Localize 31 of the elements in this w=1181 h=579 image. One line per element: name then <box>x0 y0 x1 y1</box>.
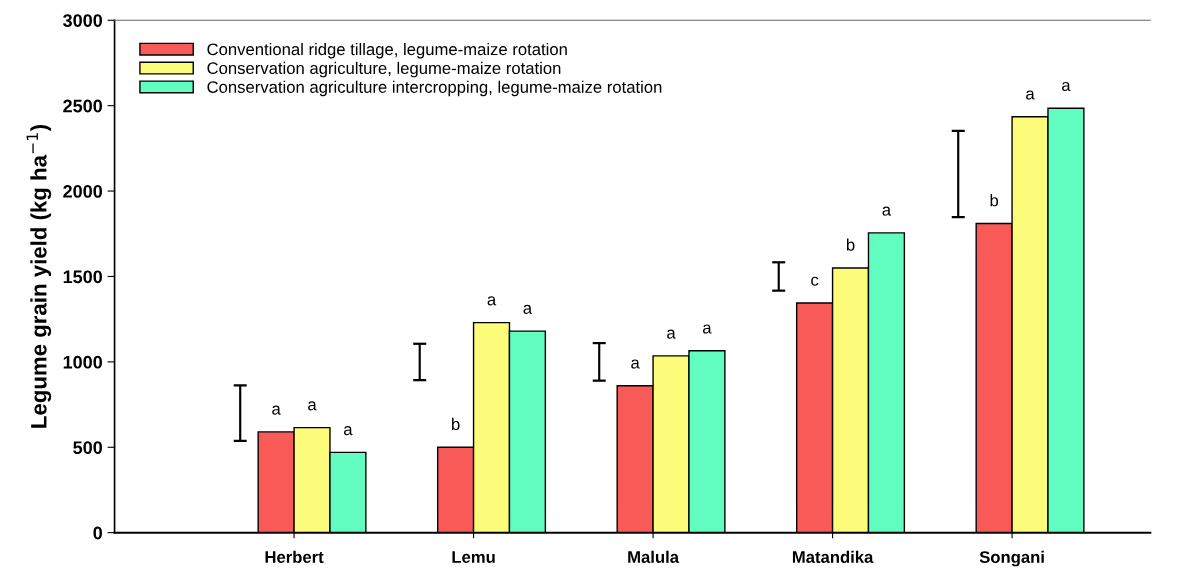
y-tick-label: 0 <box>93 526 103 540</box>
data-label: a <box>882 206 892 216</box>
y-tick-label: 500 <box>73 441 103 454</box>
data-label: a <box>702 324 712 334</box>
data-label: a <box>487 296 497 306</box>
x-tick-label: Herbert <box>265 550 324 563</box>
legend-label: Conservation agriculture intercropping, legume-maize rotation <box>207 80 662 97</box>
x-tick-label: Lemu <box>452 551 495 563</box>
data-label: b <box>452 417 460 431</box>
x-tick-label: Songani <box>979 550 1044 567</box>
data-label: b <box>990 194 999 207</box>
data-label: c <box>811 276 819 286</box>
data-label: a <box>343 426 353 436</box>
x-tick-label: Malula <box>628 550 680 563</box>
data-label: a <box>631 359 640 369</box>
legend-label: Conventional ridge tillage, legume-maize rotation <box>207 42 567 59</box>
data-label: a <box>1026 90 1035 100</box>
data-label: b <box>846 238 855 251</box>
y-tick-label: 1000 <box>63 355 103 369</box>
data-label: a <box>1062 81 1071 92</box>
legend-label: Conservation agriculture, legume-maize rotation <box>207 61 561 78</box>
data-label: a <box>308 401 317 411</box>
y-tick-label: 3000 <box>63 14 103 28</box>
data-label: a <box>523 304 533 314</box>
data-label: a <box>667 329 676 339</box>
y-tick-label: 1500 <box>63 270 103 284</box>
data-label: a <box>272 405 281 415</box>
x-tick-label: Matandika <box>792 550 874 563</box>
y-axis-title: Legume grain yield (kg ha$^{−1}$) <box>26 124 52 428</box>
y-tick-label: 2000 <box>63 185 103 198</box>
y-tick-label: 2500 <box>63 99 103 113</box>
